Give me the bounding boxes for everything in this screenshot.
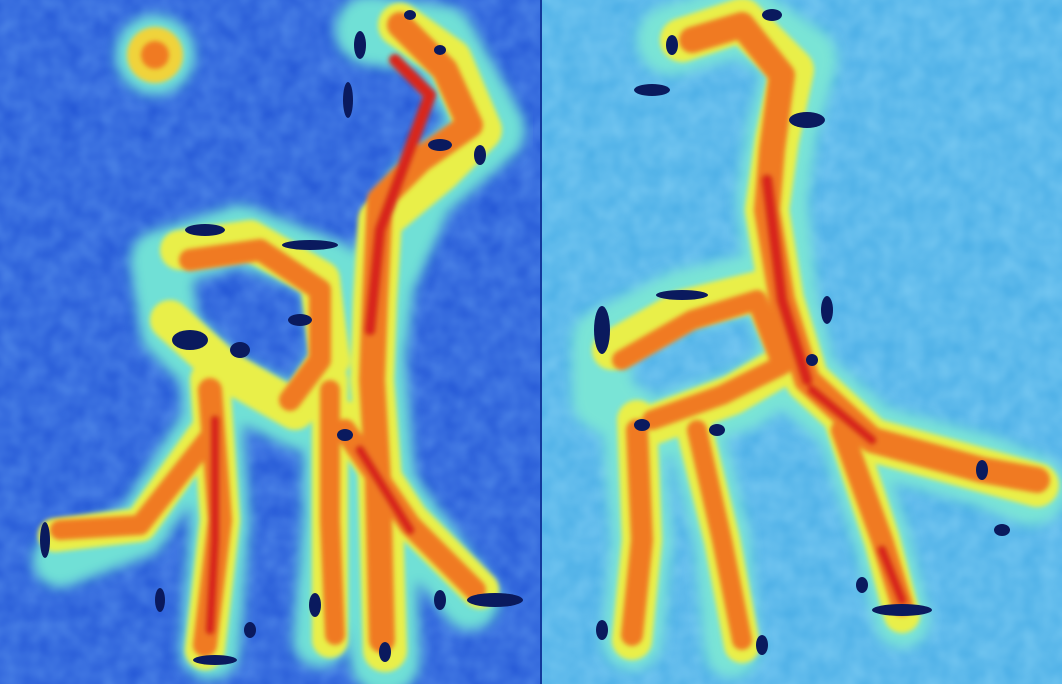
left-hot-core bbox=[50, 12, 486, 657]
right-heatmap-panel bbox=[542, 0, 1062, 684]
left-heatmap-panel bbox=[0, 0, 540, 684]
left-dark-speckles bbox=[40, 10, 523, 665]
right-hot-core bbox=[612, 12, 1050, 650]
right-dark-speckles bbox=[594, 9, 1010, 655]
right-heatmap-svg bbox=[542, 0, 1062, 684]
left-heatmap-svg bbox=[0, 0, 540, 684]
panel-divider bbox=[540, 0, 542, 684]
